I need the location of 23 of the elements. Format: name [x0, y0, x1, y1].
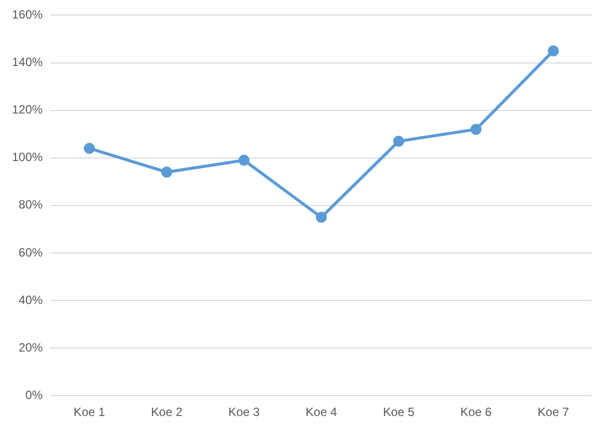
y-tick-label: 60% [18, 245, 44, 260]
x-tick-label: Koe 3 [228, 405, 260, 420]
point [161, 166, 172, 178]
point [316, 212, 327, 223]
point [238, 154, 250, 166]
y-tick-label: 20% [18, 340, 44, 354]
point [548, 45, 559, 56]
x-tick-label: Koe 7 [538, 405, 570, 420]
point [393, 136, 404, 147]
y-tick-label: 140% [12, 55, 44, 70]
x-tick-label: Koe 4 [306, 405, 338, 420]
y-tick-label: 100% [12, 150, 44, 164]
y-tick-label: 40% [18, 292, 44, 307]
point [84, 142, 95, 154]
x-tick-label: Koe 6 [460, 405, 492, 420]
point [470, 124, 482, 135]
y-tick-label: 120% [12, 102, 44, 117]
y-tick-label: 80% [18, 198, 44, 212]
y-tick-label: 0% [25, 388, 44, 402]
x-tick-label: Koe 1 [74, 405, 106, 420]
y-tick-label: 160% [12, 8, 44, 22]
x-tick-label: Koe 5 [382, 405, 415, 420]
x-tick-label: Koe 2 [151, 405, 183, 420]
